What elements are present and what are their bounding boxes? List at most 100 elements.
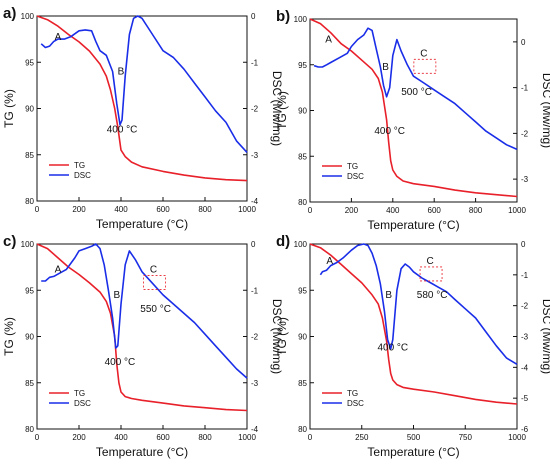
x-tick-label: 800 — [198, 205, 212, 214]
y-left-tick-label: 100 — [294, 240, 308, 249]
x-axis-title: Temperature (°C) — [96, 217, 188, 231]
legend-label-tg: TG — [74, 161, 85, 170]
panel-a: a) 0 200 400 600 800 1000 80 85 90 95 100 -4 -3 -2 -1 0 T… — [2, 5, 284, 231]
x-tick-label: 400 — [114, 433, 128, 442]
y-right-tick-label: -2 — [521, 302, 529, 311]
y-left-tick-label: 90 — [25, 333, 34, 342]
y-right-tick-label: -4 — [521, 363, 529, 372]
y-left-tick-label: 80 — [298, 425, 307, 434]
y-right-tick-label: 0 — [521, 240, 526, 249]
x-tick-label: 800 — [469, 206, 483, 215]
panel-label: b) — [276, 8, 290, 25]
panel-label: d) — [276, 233, 290, 250]
x-axis-title: Temperature (°C) — [367, 218, 459, 232]
annotation-label: A — [55, 32, 62, 43]
y-right-tick-label: -3 — [521, 175, 529, 184]
y-right-tick-label: -3 — [251, 151, 259, 160]
legend-label-dsc: DSC — [74, 171, 91, 180]
annotation-label: B — [382, 62, 389, 73]
y-right-tick-label: -1 — [251, 286, 259, 295]
x-tick-label: 1000 — [238, 205, 256, 214]
y-right-tick-label: -3 — [251, 379, 259, 388]
y-left-tick-label: 85 — [25, 379, 34, 388]
x-tick-label: 0 — [308, 433, 313, 442]
x-tick-label: 400 — [114, 205, 128, 214]
y-left-tick-label: 95 — [298, 61, 307, 70]
y-right-axis-title: DSC (Mw/mg) — [270, 71, 284, 146]
y-right-tick-label: 0 — [251, 240, 256, 249]
y-left-tick-label: 85 — [25, 151, 34, 160]
x-tick-label: 600 — [156, 433, 170, 442]
x-tick-label: 200 — [72, 433, 86, 442]
x-tick-label: 1000 — [238, 433, 256, 442]
annotation-label: B — [113, 290, 120, 301]
x-axis-title: Temperature (°C) — [96, 445, 188, 459]
panel-d: d) 0 250 500 750 1000 80 85 90 95 100 -6 -5 -4 -3 -2 -1 0… — [275, 233, 550, 459]
x-tick-label: 250 — [355, 433, 369, 442]
y-right-tick-label: -4 — [251, 197, 259, 206]
y-left-tick-label: 90 — [298, 333, 307, 342]
y-right-tick-label: -2 — [521, 129, 529, 138]
x-tick-label: 0 — [308, 206, 313, 215]
panel-b: b) 0 200 400 600 800 1000 80 85 90 95 100 -3 -2 -1 0 Tem… — [275, 8, 550, 232]
annotation-label: 400 °C — [107, 124, 138, 135]
y-left-axis-title: TG (%) — [275, 91, 289, 130]
region-c-highlight-box — [143, 275, 166, 290]
legend-label-tg: TG — [74, 389, 85, 398]
y-right-tick-label: -4 — [251, 425, 259, 434]
series-tg-line — [36, 243, 248, 412]
plot-frame — [36, 15, 248, 202]
legend-label-dsc: DSC — [347, 172, 364, 181]
x-tick-label: 0 — [35, 205, 40, 214]
x-tick-label: 600 — [428, 206, 442, 215]
y-left-axis-title: TG (%) — [275, 317, 289, 356]
series-dsc-line — [41, 243, 248, 379]
x-tick-label: 0 — [35, 433, 40, 442]
y-right-axis-title: DSC (Mw/mg) — [540, 73, 550, 148]
x-tick-label: 400 — [386, 206, 400, 215]
annotation-label: C — [420, 48, 427, 59]
y-left-tick-label: 80 — [25, 425, 34, 434]
y-left-axis-title: TG (%) — [2, 317, 16, 356]
annotation-label: A — [55, 264, 62, 275]
x-axis-title: Temperature (°C) — [367, 445, 459, 459]
y-right-tick-label: -3 — [521, 333, 529, 342]
y-right-axis-title: DSC (Mw/mg) — [270, 299, 284, 374]
x-tick-label: 200 — [345, 206, 359, 215]
y-left-tick-label: 100 — [294, 15, 308, 24]
x-tick-label: 1000 — [508, 433, 526, 442]
annotation-label: 580 °C — [417, 290, 448, 301]
panel-label: a) — [3, 5, 16, 22]
y-right-tick-label: 0 — [521, 38, 526, 47]
y-right-tick-label: 0 — [251, 12, 256, 21]
legend-label-dsc: DSC — [74, 399, 91, 408]
y-left-axis-title: TG (%) — [2, 89, 16, 128]
y-left-tick-label: 85 — [298, 379, 307, 388]
y-left-tick-label: 80 — [25, 197, 34, 206]
annotation-label: 400 °C — [374, 126, 405, 137]
y-left-tick-label: 95 — [298, 286, 307, 295]
y-left-tick-label: 80 — [298, 198, 307, 207]
x-tick-label: 750 — [459, 433, 473, 442]
panel-c: c) 0 200 400 600 800 1000 80 85 90 95 100 -4 -3 -2 -1 0 T… — [2, 233, 284, 459]
y-right-tick-label: -6 — [521, 425, 529, 434]
annotation-label: 550 °C — [140, 304, 171, 315]
series-dsc-line — [40, 15, 248, 153]
y-left-tick-label: 85 — [298, 152, 307, 161]
annotation-label: 400 °C — [105, 357, 136, 368]
annotation-label: A — [326, 256, 333, 267]
y-right-axis-title: DSC (Mw/mg) — [540, 299, 550, 374]
y-right-tick-label: -1 — [521, 84, 529, 93]
y-right-tick-label: -5 — [521, 394, 529, 403]
series-dsc-line — [319, 243, 518, 365]
y-left-tick-label: 95 — [25, 58, 34, 67]
legend-label-tg: TG — [347, 389, 358, 398]
legend-label-dsc: DSC — [347, 399, 364, 408]
series-tg-line — [309, 243, 518, 405]
x-tick-label: 600 — [156, 205, 170, 214]
series-dsc-line — [313, 27, 518, 151]
y-left-tick-label: 95 — [25, 286, 34, 295]
y-left-tick-label: 90 — [298, 107, 307, 116]
y-right-tick-label: -2 — [251, 333, 259, 342]
